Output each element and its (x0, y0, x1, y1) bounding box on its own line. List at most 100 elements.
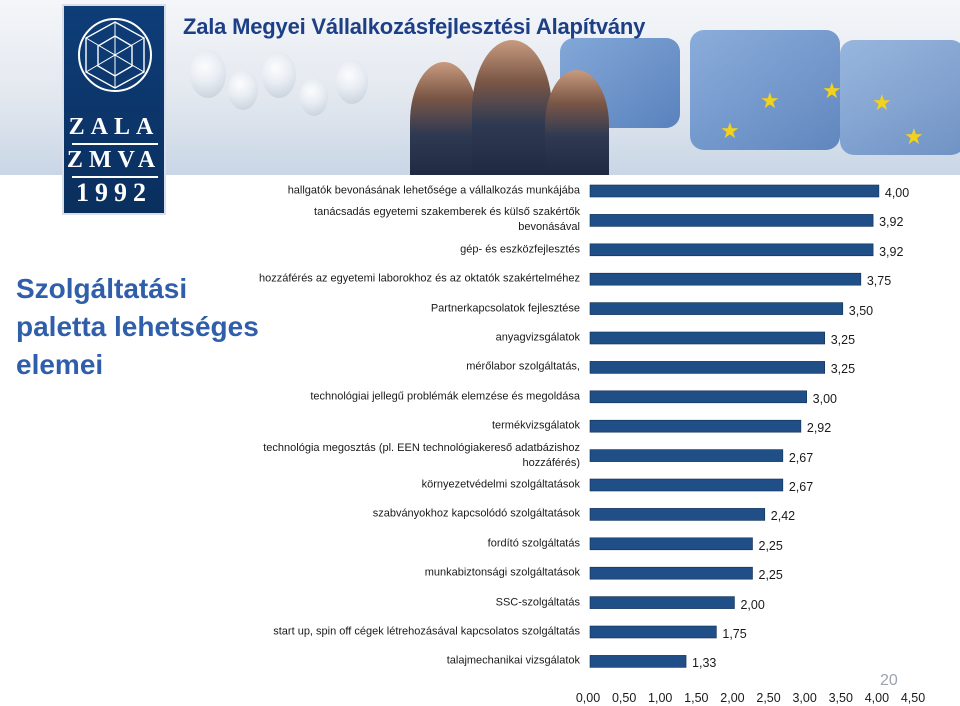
x-tick-label: 1,50 (684, 691, 709, 705)
data-label: 4,00 (884, 186, 910, 200)
category-label-line: start up, spin off cégek létrehozásával … (273, 625, 580, 638)
bar (589, 596, 735, 609)
lightbulb-decoration (336, 60, 368, 104)
bar (589, 302, 844, 315)
bar (589, 361, 826, 374)
slide-title-line: Szolgáltatási (16, 273, 188, 304)
category-label-line: fordító szolgáltatás (487, 537, 580, 550)
star-icon: ★ (720, 118, 740, 143)
bar (589, 331, 826, 345)
data-label: 2,00 (740, 597, 765, 612)
x-tick-label: 0,00 (575, 691, 601, 705)
category-label: mérőlabor szolgáltatás, (466, 360, 580, 375)
category-label-line: technológia megosztás (pl. EEN technológ… (263, 441, 580, 454)
category-label: talajmechanikai vizsgálatok (447, 654, 580, 669)
x-tick-label: 2,50 (756, 691, 781, 705)
x-tick-label: 1,00 (648, 691, 673, 705)
bar (589, 566, 753, 580)
data-label: 2,42 (770, 509, 796, 524)
bar (589, 625, 717, 639)
bar (589, 272, 862, 286)
category-label-line: tanácsadás egyetemi szakemberek és külső… (314, 206, 580, 219)
x-tick-label: 4,50 (900, 691, 926, 705)
star-icon: ★ (904, 124, 924, 149)
person-decoration (472, 40, 552, 175)
data-label: 3,00 (812, 391, 837, 406)
lightbulb-decoration (190, 50, 226, 98)
x-tick-label: 3,00 (792, 691, 817, 705)
category-label: munkabiztonsági szolgáltatások (425, 566, 580, 581)
category-label-line: szabványokhoz kapcsolódó szolgáltatások (372, 507, 580, 520)
data-label: 2,67 (788, 450, 814, 465)
category-label-line: SSC-szolgáltatás (495, 596, 580, 609)
category-label: környezetvédelmi szolgáltatások (422, 478, 580, 493)
bar (589, 419, 802, 433)
lightbulb-decoration (262, 52, 296, 98)
bar (589, 184, 880, 198)
category-label-line: környezetvédelmi szolgáltatások (421, 478, 580, 491)
person-decoration (545, 70, 609, 175)
category-label: fordító szolgáltatás (488, 536, 580, 551)
category-label: anyagvizsgálatok (496, 331, 580, 346)
x-tick-label: 3,50 (828, 691, 853, 705)
puzzle-decoration (840, 40, 960, 155)
logo-text-zala: ZALA (68, 114, 160, 140)
bar (589, 214, 874, 227)
category-label: Partnerkapcsolatok fejlesztése (431, 301, 580, 316)
data-label: 1,75 (722, 627, 747, 641)
category-label: gép- és eszközfejlesztés (460, 242, 580, 257)
data-label: 2,92 (806, 421, 832, 436)
data-label: 2,67 (788, 480, 814, 494)
category-label-line: mérőlabor szolgáltatás, (466, 360, 580, 373)
bar (589, 508, 766, 521)
lightbulb-decoration (300, 78, 328, 116)
category-label-line: technológiai jellegű problémák elemzése … (310, 390, 580, 403)
bar (589, 243, 874, 257)
x-tick-label: 2,00 (720, 691, 745, 705)
category-label-line: hozzáférés) (522, 456, 580, 469)
category-label-line: gép- és eszközfejlesztés (460, 243, 580, 256)
category-label-line: hallgatók bevonásának lehetősége a válla… (287, 184, 580, 197)
category-label-line: munkabiztonsági szolgáltatások (424, 566, 580, 579)
slide-title: Szolgáltatási paletta lehetséges elemei (16, 270, 266, 384)
category-label-line: hozzáférés az egyetemi laborokhoz és az … (259, 272, 580, 285)
category-label: technológia megosztás (pl. EEN technológ… (263, 441, 580, 471)
category-label: hozzáférés az egyetemi laborokhoz és az … (259, 272, 580, 287)
logo-text-year: 1992 (76, 178, 152, 207)
data-label: 3,92 (879, 215, 904, 230)
bar (589, 478, 784, 492)
data-label: 3,50 (848, 303, 874, 318)
category-label: termékvizsgálatok (492, 419, 580, 434)
zala-zmva-logo: ZALA ZMVA 1992 (62, 4, 166, 215)
x-tick-label: 0,50 (611, 691, 637, 705)
logo-divider (72, 176, 158, 178)
star-icon: ★ (760, 88, 780, 113)
category-label-line: anyagvizsgálatok (495, 331, 580, 344)
person-decoration (410, 62, 478, 175)
category-label: SSC-szolgáltatás (496, 595, 580, 610)
bar (589, 449, 784, 462)
page-number: 20 (880, 672, 898, 689)
logo-text-zmva: ZMVA (66, 147, 162, 173)
category-label: tanácsadás egyetemi szakemberek és külső… (314, 205, 580, 235)
category-label: hallgatók bevonásának lehetősége a válla… (288, 184, 580, 199)
category-label: szabványokhoz kapcsolódó szolgáltatások (373, 507, 580, 522)
data-label: 3,75 (866, 274, 892, 289)
bar (589, 390, 807, 404)
bar (589, 537, 753, 551)
x-tick-label: 4,00 (864, 691, 890, 705)
data-label: 2,25 (758, 568, 783, 583)
geodesic-sphere-icon (78, 18, 152, 92)
data-label: 3,25 (830, 362, 856, 377)
data-label: 1,33 (692, 656, 717, 671)
slide-title-line: paletta lehetséges (16, 311, 259, 342)
category-label-line: talajmechanikai vizsgálatok (446, 654, 580, 667)
bar (589, 655, 687, 668)
lightbulb-decoration (228, 70, 258, 110)
category-label: start up, spin off cégek létrehozásával … (273, 625, 580, 640)
banner-title: Zala Megyei Vállalkozásfejlesztési Alapí… (183, 14, 646, 39)
category-label: technológiai jellegű problémák elemzése … (310, 389, 580, 404)
star-icon: ★ (822, 78, 842, 103)
